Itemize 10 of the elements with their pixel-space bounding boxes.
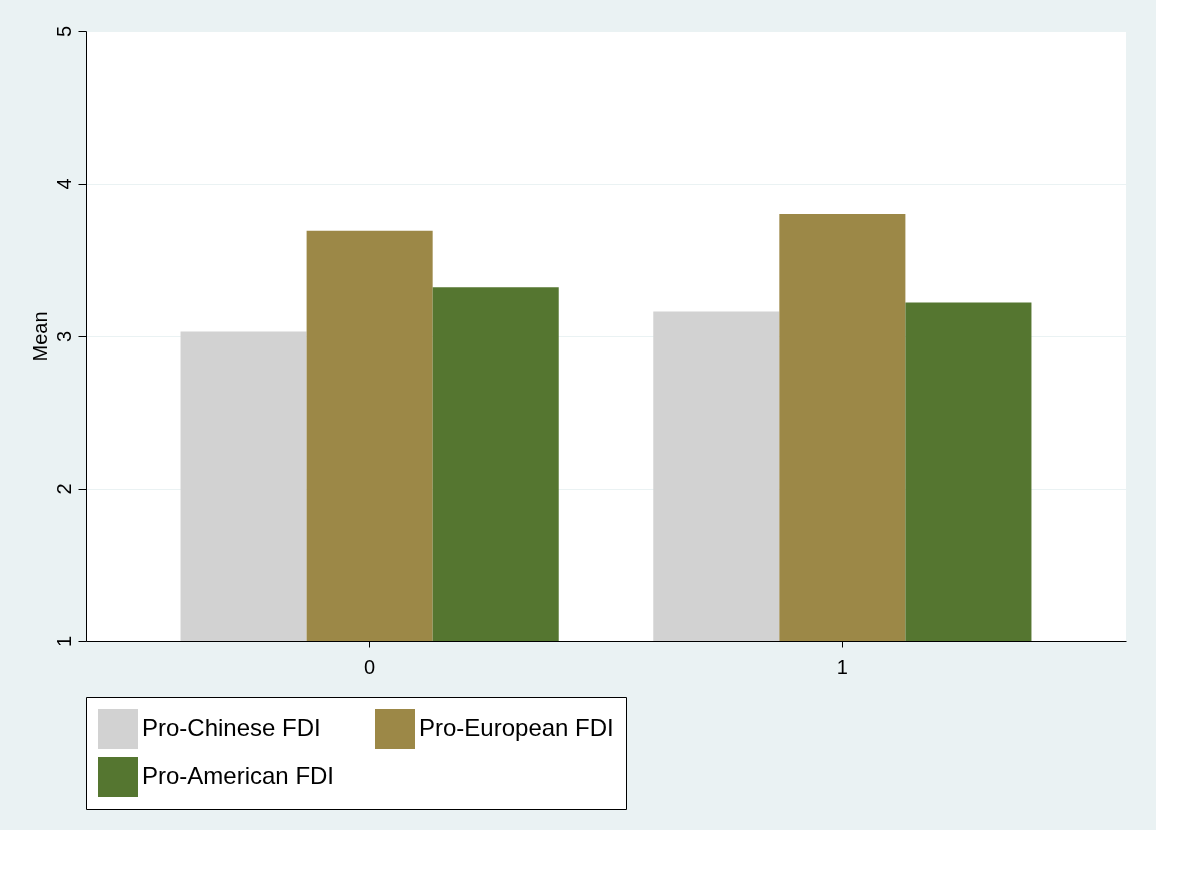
- y-tick-label: 4: [52, 178, 75, 190]
- legend-label: Pro-American FDI: [142, 762, 335, 789]
- legend-label: Pro-European FDI: [419, 714, 614, 741]
- y-axis-title: Mean: [28, 311, 51, 362]
- y-tick-label: 3: [52, 330, 75, 343]
- y-tick-label: 2: [52, 483, 75, 495]
- y-tick-label: 1: [52, 635, 75, 648]
- y-tick-label: 5: [52, 25, 75, 38]
- legend-label: Pro-Chinese FDI: [142, 714, 321, 741]
- x-tick-label: 0: [364, 655, 376, 678]
